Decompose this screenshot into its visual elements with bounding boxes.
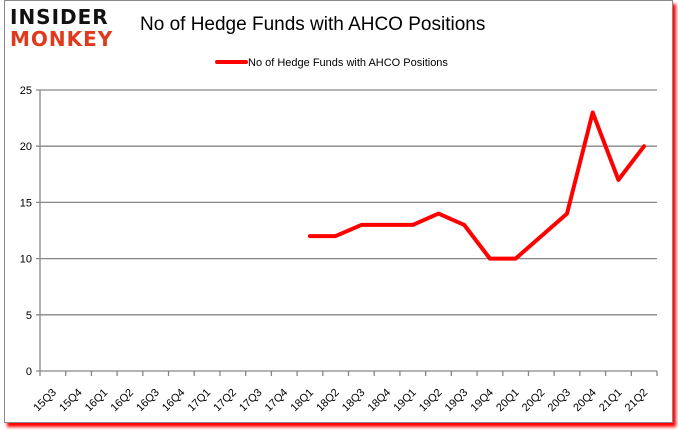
- x-tick-label: 15Q4: [57, 387, 85, 415]
- x-tick-label: 19Q3: [443, 387, 471, 415]
- y-tick-label: 20: [20, 141, 32, 153]
- x-tick-label: 16Q3: [134, 387, 162, 415]
- x-tick-label: 21Q2: [623, 387, 651, 415]
- x-tick-label: 19Q4: [468, 387, 496, 415]
- y-tick-label: 10: [20, 254, 32, 266]
- series-line: [307, 110, 647, 261]
- chart-frame: [4, 0, 673, 423]
- x-tick-label: 16Q1: [83, 387, 111, 415]
- x-tick-label: 18Q4: [366, 387, 394, 415]
- x-tick-label: 17Q3: [237, 387, 265, 415]
- logo-line1: INSIDER: [10, 5, 109, 29]
- x-tick-label: 16Q4: [160, 387, 188, 415]
- chart-title: No of Hedge Funds with AHCO Positions: [140, 14, 486, 35]
- x-tick-label: 20Q2: [520, 387, 548, 415]
- x-tick-label: 16Q2: [109, 387, 137, 415]
- y-tick-label: 5: [26, 310, 32, 322]
- y-tick-label: 15: [20, 197, 32, 209]
- y-tick-label: 0: [26, 366, 32, 378]
- x-tick-label: 19Q2: [417, 387, 445, 415]
- y-tick-label: 25: [20, 85, 32, 97]
- x-tick-label: 20Q4: [571, 387, 599, 415]
- x-tick-label: 18Q2: [314, 387, 342, 415]
- x-tick-label: 19Q1: [391, 387, 419, 415]
- x-tick-label: 20Q3: [546, 387, 574, 415]
- x-tick-label: 20Q1: [494, 387, 522, 415]
- logo-line2: MONKEY: [10, 27, 114, 51]
- x-tick-label: 17Q4: [263, 387, 291, 415]
- x-tick-label: 21Q1: [597, 387, 625, 415]
- x-tick-label: 17Q2: [211, 387, 239, 415]
- x-tick-label: 15Q3: [31, 387, 59, 415]
- insider-monkey-logo: INSIDER MONKEY: [10, 7, 113, 49]
- x-tick-label: 18Q1: [289, 387, 317, 415]
- x-tick-label: 17Q1: [186, 387, 214, 415]
- legend-label: No of Hedge Funds with AHCO Positions: [248, 57, 448, 69]
- x-tick-label: 18Q3: [340, 387, 368, 415]
